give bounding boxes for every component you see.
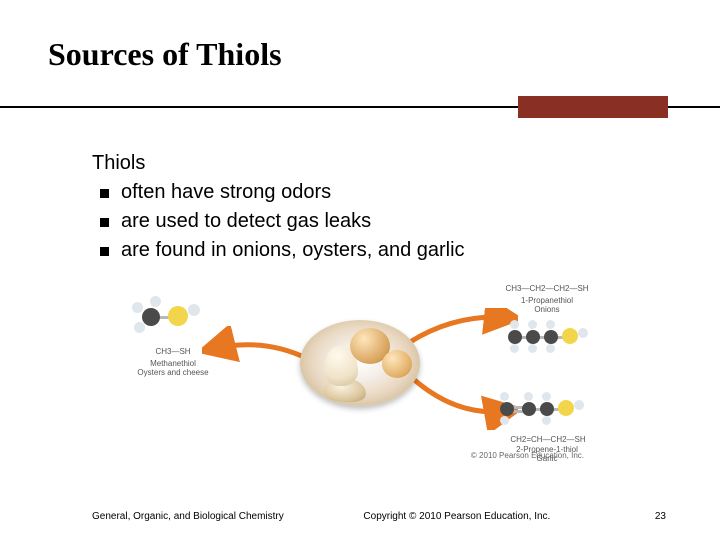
hydrogen-atom	[542, 416, 551, 425]
sulfur-atom	[168, 306, 188, 326]
molecule-br-formula: CH2=CH—CH2—SH	[478, 436, 618, 445]
footer-page: 23	[630, 511, 666, 522]
carbon-atom	[508, 330, 522, 344]
molecule-bottom-right	[500, 388, 600, 438]
footer-left: General, Organic, and Biological Chemist…	[92, 511, 284, 522]
molecule-top-right	[508, 316, 596, 360]
slide-footer: General, Organic, and Biological Chemist…	[0, 511, 720, 522]
slide: { "title": "Sources of Thiols", "rule": …	[0, 0, 720, 540]
hydrogen-atom	[150, 296, 161, 307]
footer-center: Copyright © 2010 Pearson Education, Inc.	[363, 511, 550, 522]
molecule-tr-formula: CH3—CH2—CH2—SH	[482, 285, 612, 294]
sulfur-atom	[562, 328, 578, 344]
label-line: Oysters and cheese	[137, 368, 208, 377]
label-line: Onions	[534, 305, 559, 314]
lead-text: Thiols	[92, 150, 680, 177]
bullet-icon	[100, 189, 109, 198]
hydrogen-atom	[546, 344, 555, 353]
hydrogen-atom	[500, 392, 509, 401]
bullet-item: are used to detect gas leaks	[100, 208, 680, 235]
hydrogen-atom	[132, 302, 143, 313]
bullet-text: are used to detect gas leaks	[121, 208, 371, 235]
rule-block	[518, 96, 668, 118]
hydrogen-atom	[188, 304, 200, 316]
body-text: Thiols often have strong odors are used …	[92, 150, 680, 266]
bullet-text: often have strong odors	[121, 179, 331, 206]
carbon-atom	[142, 308, 160, 326]
hydrogen-atom	[528, 320, 537, 329]
carbon-atom	[526, 330, 540, 344]
molecule-tr-name: 1-Propanethiol Onions	[492, 297, 602, 315]
slide-title: Sources of Thiols	[48, 36, 282, 73]
arrow-top-right	[408, 308, 518, 358]
title-rule	[0, 96, 720, 124]
label-line: 1-Propanethiol	[521, 296, 573, 305]
bullet-list: often have strong odors are used to dete…	[92, 179, 680, 264]
bullet-icon	[100, 218, 109, 227]
food-plate	[300, 320, 420, 406]
hydrogen-atom	[574, 400, 584, 410]
carbon-atom	[544, 330, 558, 344]
label-line: Methanethiol	[150, 359, 196, 368]
hydrogen-atom	[524, 392, 533, 401]
hydrogen-atom	[500, 416, 509, 425]
bullet-item: often have strong odors	[100, 179, 680, 206]
bullet-text: are found in onions, oysters, and garlic	[121, 237, 465, 264]
hydrogen-atom	[134, 322, 145, 333]
bullet-item: are found in onions, oysters, and garlic	[100, 237, 680, 264]
molecule-left-formula: CH3—SH	[130, 348, 216, 357]
sulfur-atom	[558, 400, 574, 416]
hydrogen-atom	[528, 344, 537, 353]
hydrogen-atom	[578, 328, 588, 338]
carbon-atom	[522, 402, 536, 416]
carbon-atom	[540, 402, 554, 416]
onion-icon	[382, 350, 412, 378]
carbon-atom	[500, 402, 514, 416]
hydrogen-atom	[546, 320, 555, 329]
molecule-left	[128, 292, 218, 352]
hydrogen-atom	[510, 344, 519, 353]
molecule-left-name: Methanethiol Oysters and cheese	[120, 360, 226, 378]
bullet-icon	[100, 247, 109, 256]
hydrogen-atom	[542, 392, 551, 401]
hydrogen-atom	[510, 320, 519, 329]
figure-copyright: © 2010 Pearson Education, Inc.	[471, 451, 584, 460]
figure: CH3—SH Methanethiol Oysters and cheese C…	[120, 288, 590, 458]
